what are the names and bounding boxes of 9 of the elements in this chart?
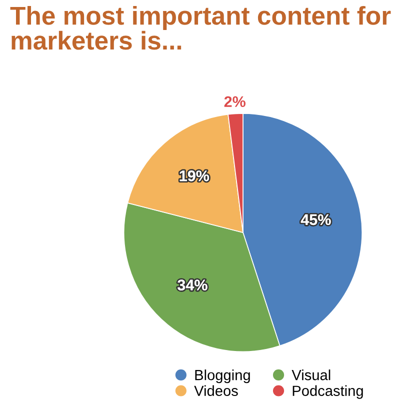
data-label: 19% xyxy=(180,170,210,182)
legend-label: Visual xyxy=(292,370,330,380)
data-label: 45% xyxy=(300,214,331,226)
legend-label: Videos xyxy=(194,385,238,396)
chart-title: The most important content for marketers is... xyxy=(10,6,391,50)
legend-label: Blogging xyxy=(195,370,250,384)
data-label: 34% xyxy=(178,280,208,290)
legend-label: Podcasting xyxy=(292,385,363,399)
data-label: 2% xyxy=(224,96,246,108)
